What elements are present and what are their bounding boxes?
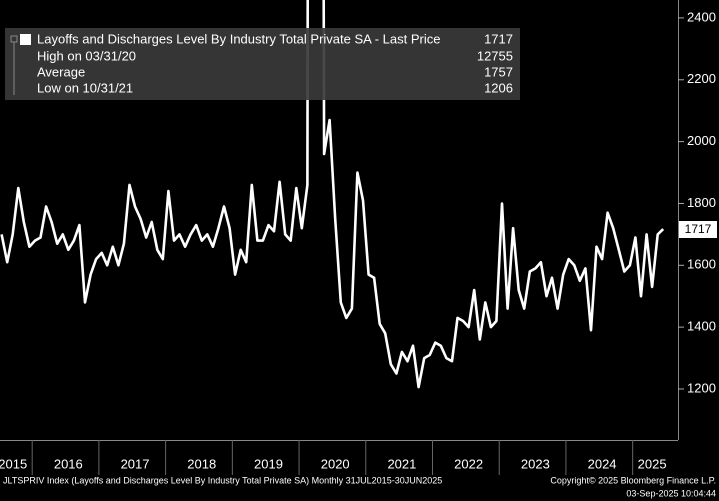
plot-area [0, 0, 665, 389]
y-tick-label: 1400 [687, 319, 716, 334]
legend-stat-label: Low on 10/31/21 [37, 80, 133, 95]
last-price-box [679, 221, 717, 238]
x-tick-label: 2016 [54, 456, 83, 471]
legend-swatch [20, 34, 31, 45]
legend-title: Layoffs and Discharges Level By Industry… [37, 31, 440, 46]
x-tick-label: 2020 [321, 456, 350, 471]
legend-value: 1717 [484, 31, 513, 46]
legend-stat-label: Average [37, 64, 85, 79]
x-tick-label: 2024 [588, 456, 617, 471]
last-price-tag: 1717 [679, 221, 717, 238]
x-tick-label: 2017 [121, 456, 150, 471]
legend-stat-label: High on 03/31/20 [37, 48, 136, 63]
legend-stat-value: 1757 [484, 64, 513, 79]
series-line [0, 0, 665, 389]
x-tick-label: 2025 [638, 456, 667, 471]
y-tick-label: 1800 [687, 195, 716, 210]
x-tick-label: 2018 [187, 456, 216, 471]
legend-stat-value: 1206 [484, 80, 513, 95]
legend-stat-value: 12755 [477, 48, 513, 63]
x-tick-label: 2015 [0, 456, 27, 471]
x-tick-label: 2022 [454, 456, 483, 471]
legend: Layoffs and Discharges Level By Industry… [5, 28, 520, 100]
y-tick-label: 2400 [687, 9, 716, 24]
x-tick-label: 2019 [254, 456, 283, 471]
x-tick-label: 2023 [521, 456, 550, 471]
y-tick-label: 2200 [687, 71, 716, 86]
footer-source: JLTSPRIV Index (Layoffs and Discharges L… [3, 475, 442, 485]
legend-box [5, 28, 520, 100]
last-price-label: 1717 [685, 222, 712, 236]
legend-tree [10, 35, 18, 95]
footer-copyright: Copyright© 2025 Bloomberg Finance L.P. [550, 475, 716, 485]
y-tick-label: 1600 [687, 257, 716, 272]
footer-date: 03-Sep-2025 10:04:44 [626, 488, 716, 498]
x-tick-label: 2021 [387, 456, 416, 471]
y-tick-label: 2000 [687, 133, 716, 148]
y-tick-label: 1200 [687, 380, 716, 395]
